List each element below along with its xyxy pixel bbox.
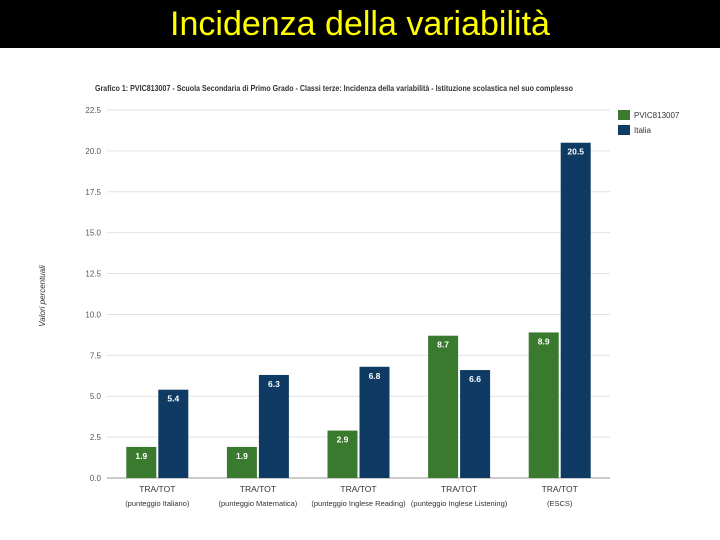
y-tick-label: 20.0 [85, 147, 101, 156]
data-label: 6.3 [268, 379, 280, 389]
data-label: 20.5 [567, 147, 584, 157]
x-category-sublabel: (punteggio Inglese Reading) [311, 499, 406, 508]
bar-italia-1 [158, 389, 189, 478]
x-category-label: TRA/TOT [542, 484, 578, 494]
bar-italia-2 [258, 374, 289, 478]
y-tick-label: 22.5 [85, 106, 101, 115]
x-category-sublabel: (punteggio Inglese Listening) [411, 499, 508, 508]
bar-italia-3 [359, 366, 390, 478]
x-category-label: TRA/TOT [240, 484, 276, 494]
bar-pvic813007-2 [226, 446, 257, 478]
legend-swatch-pvic813007 [618, 110, 630, 120]
bar-pvic813007-1 [126, 446, 157, 478]
y-tick-label: 15.0 [85, 229, 101, 238]
legend: PVIC813007 Italia [618, 110, 680, 135]
legend-swatch-italia [618, 125, 630, 135]
bar-italia-4 [460, 370, 491, 478]
y-tick-label: 5.0 [90, 392, 102, 401]
y-axis-ticks: 0.0 2.5 5.0 7.5 10.0 12.5 15.0 17.5 20.0 22.5 [85, 106, 101, 483]
x-category-label: TRA/TOT [340, 484, 376, 494]
legend-label-pvic813007: PVIC813007 [634, 111, 680, 120]
y-tick-label: 17.5 [85, 188, 101, 197]
bars: 1.9 5.4 1.9 6.3 2.9 6.8 8.7 6.6 8.9 20.5 [126, 142, 591, 478]
data-label: 1.9 [135, 451, 147, 461]
gridlines [107, 109, 610, 479]
y-tick-label: 12.5 [85, 270, 101, 279]
data-label: 6.6 [469, 374, 481, 384]
slide-title-bar: Incidenza della variabilità [0, 0, 720, 48]
data-label: 6.8 [369, 371, 381, 381]
x-category-sublabel: (ESCS) [547, 499, 573, 508]
x-category-sublabel: (punteggio Matematica) [219, 499, 298, 508]
data-label: 1.9 [236, 451, 248, 461]
slide-title: Incidenza della variabilità [170, 5, 550, 43]
x-category-sublabel: (punteggio Italiano) [125, 499, 190, 508]
bar-pvic813007-4 [428, 335, 459, 478]
x-category-label: TRA/TOT [139, 484, 175, 494]
legend-label-italia: Italia [634, 126, 651, 135]
data-label: 8.7 [437, 340, 449, 350]
bar-pvic813007-5 [528, 332, 559, 478]
y-tick-label: 7.5 [90, 351, 102, 360]
y-tick-label: 0.0 [90, 474, 102, 483]
bar-italia-5 [560, 142, 591, 478]
y-tick-label: 10.0 [85, 310, 101, 319]
y-tick-label: 2.5 [90, 433, 102, 442]
chart-title: Grafico 1: PVIC813007 - Scuola Secondari… [95, 83, 573, 93]
data-label: 2.9 [337, 435, 349, 445]
bar-pvic813007-3 [327, 430, 358, 478]
y-axis-label: Valori percentuali [38, 265, 47, 327]
data-label: 5.4 [167, 394, 179, 404]
x-axis-categories: TRA/TOT (punteggio Italiano) TRA/TOT (punte… [125, 484, 578, 508]
x-category-label: TRA/TOT [441, 484, 477, 494]
data-label: 8.9 [538, 336, 550, 346]
